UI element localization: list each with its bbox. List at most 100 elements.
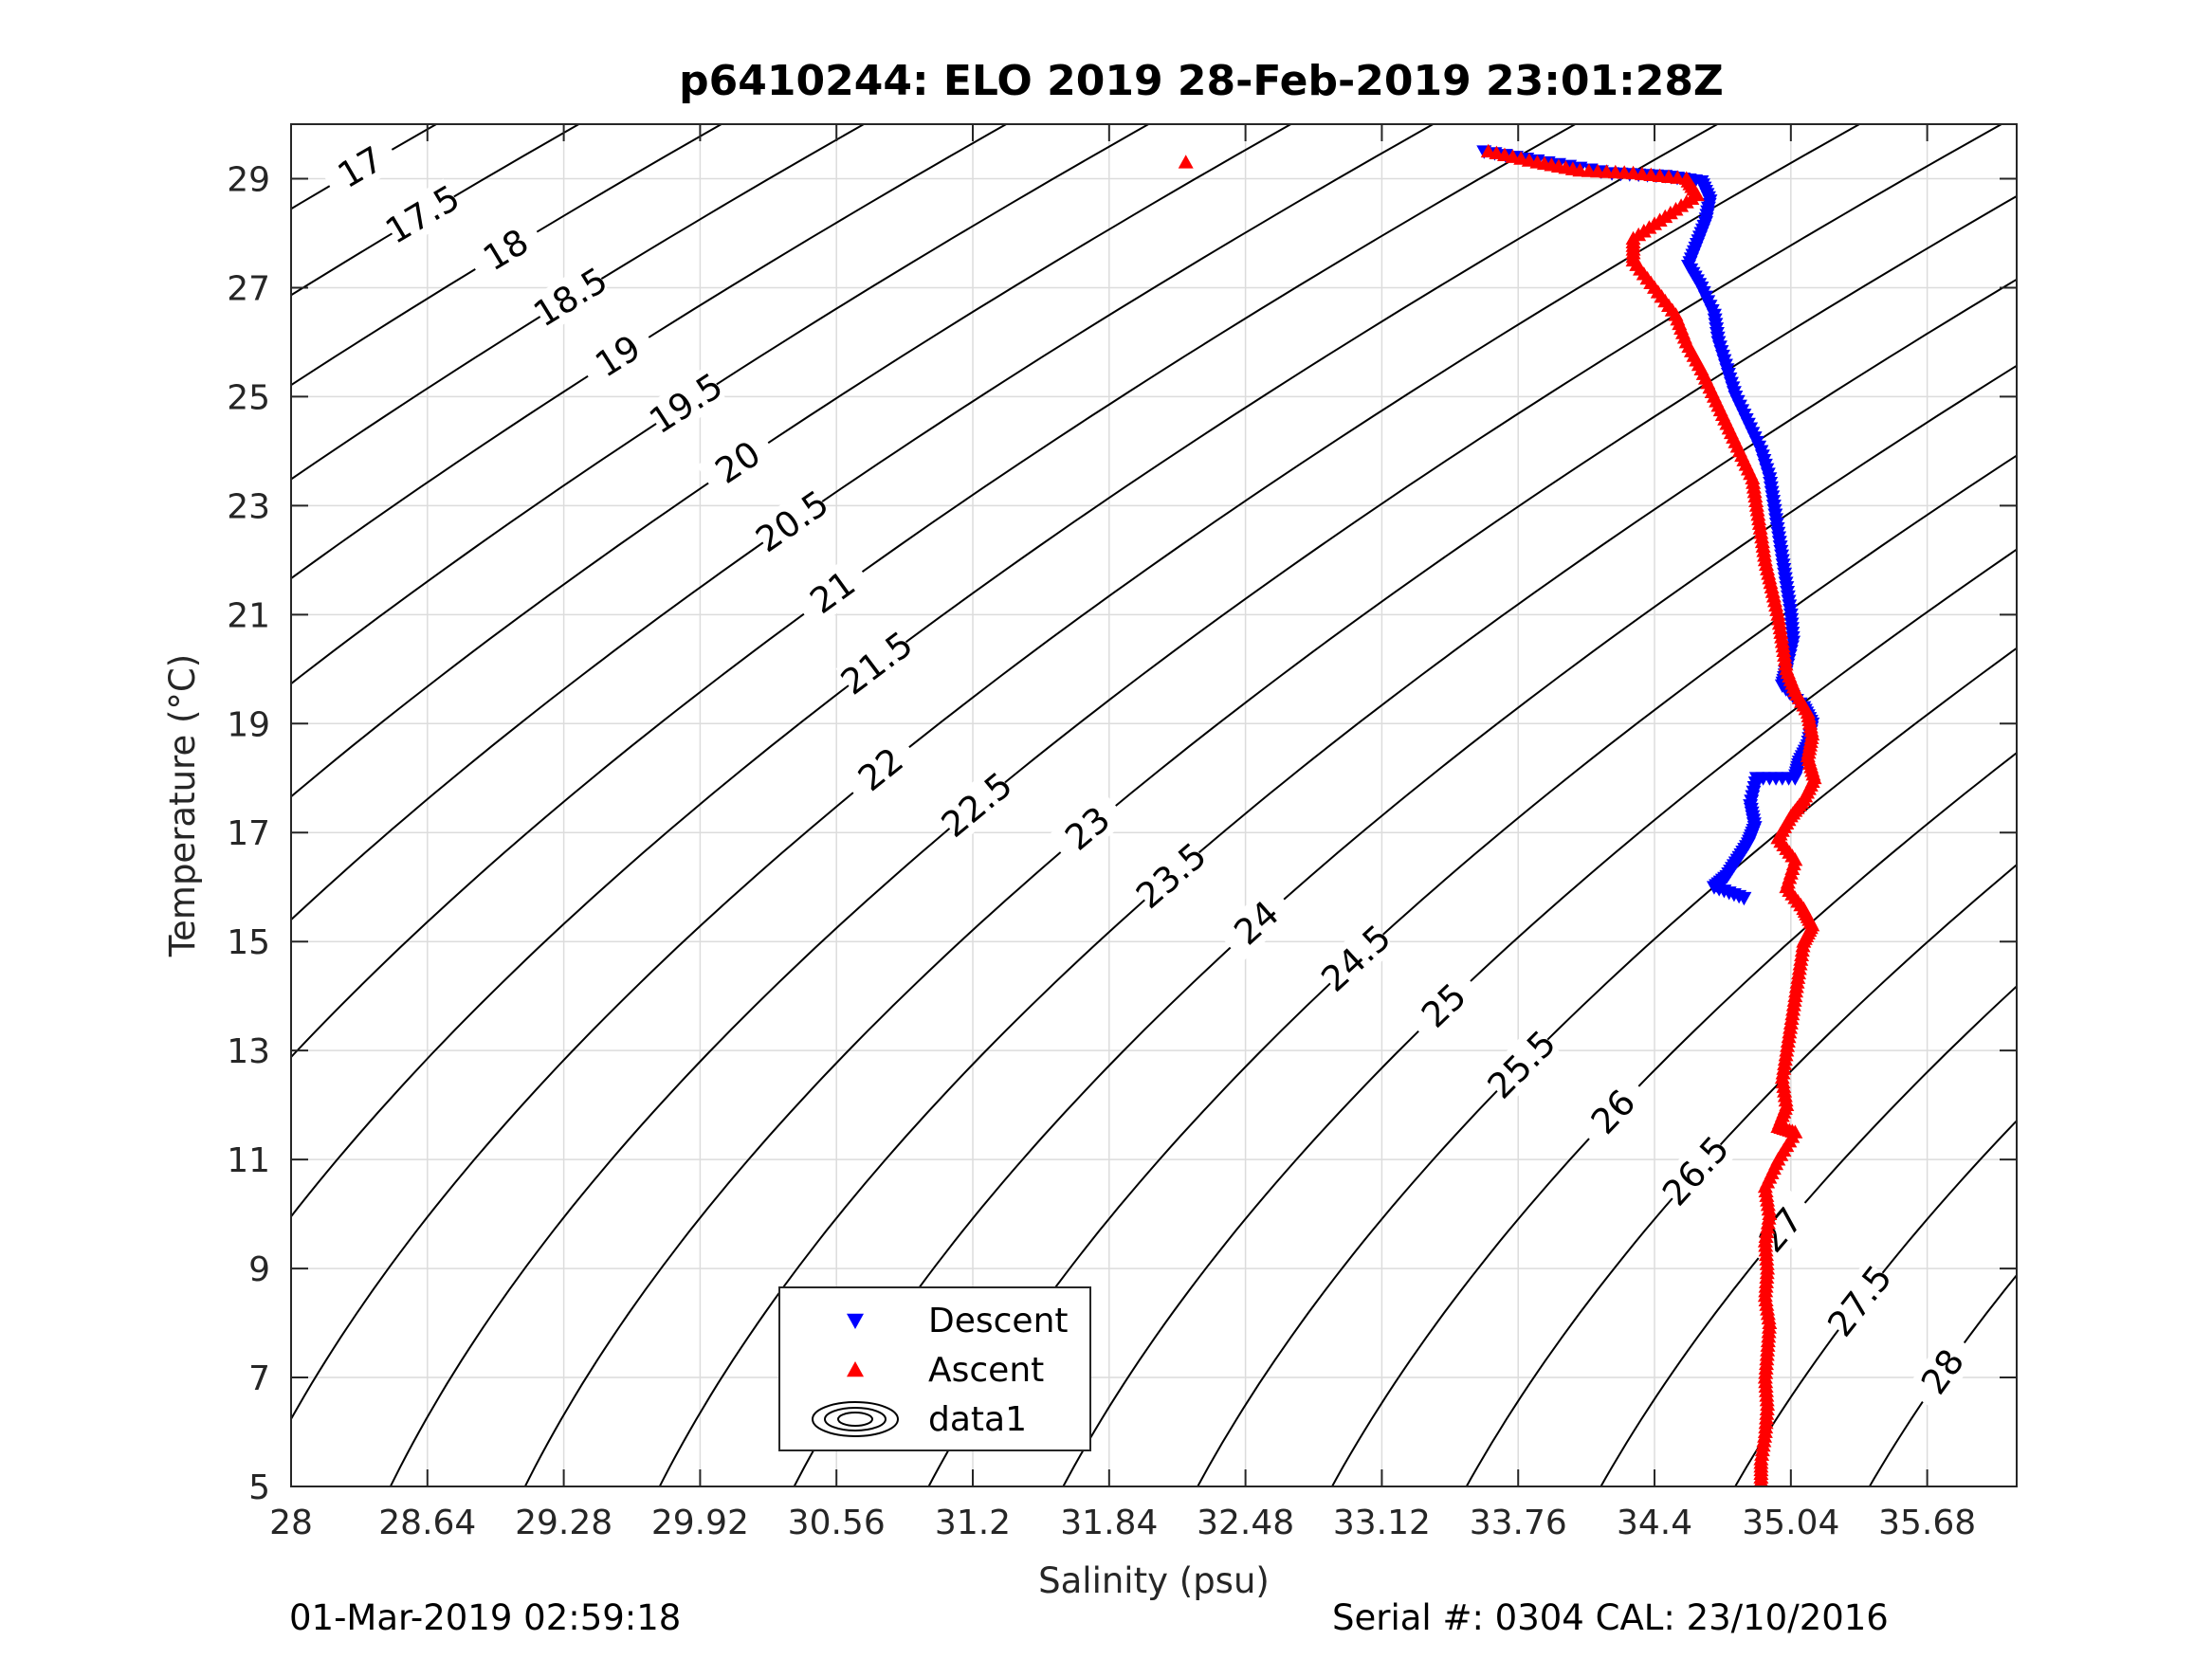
contour-label-group: 23 xyxy=(1047,790,1128,867)
x-tick-label: 29.92 xyxy=(651,1504,749,1542)
isopycnal-line xyxy=(1868,1273,2017,1486)
isopycnal-line xyxy=(291,124,1578,1059)
contour-label: 22.5 xyxy=(934,764,1020,846)
x-tick-label: 34.4 xyxy=(1617,1504,1692,1542)
x-tick-label: 31.84 xyxy=(1060,1504,1158,1542)
contour-label-group: 25 xyxy=(1403,966,1484,1045)
isopycnal-line xyxy=(291,124,1009,580)
x-tick-label: 30.56 xyxy=(788,1504,886,1542)
axes-frame xyxy=(290,123,2018,1487)
isopycnal-line xyxy=(291,124,1862,1421)
ascent-series xyxy=(1178,143,1822,1487)
isopycnal-line xyxy=(658,278,2017,1486)
isopycnal-line xyxy=(1197,647,2017,1486)
legend-contour-icon xyxy=(837,1412,873,1427)
isopycnal-line xyxy=(793,364,2017,1486)
y-tick-label: 13 xyxy=(227,1032,270,1071)
contour-label: 18.5 xyxy=(526,260,614,336)
y-tick-label: 7 xyxy=(248,1359,270,1398)
x-tick-label: 28.64 xyxy=(378,1504,476,1542)
contour-label-group: 27.5 xyxy=(1819,1258,1900,1344)
y-tick-label: 27 xyxy=(227,269,270,308)
data-point xyxy=(1178,155,1194,169)
contour-label: 20.5 xyxy=(749,483,836,560)
contour-label-group: 18.5 xyxy=(526,260,614,336)
x-tick-label: 32.48 xyxy=(1197,1504,1294,1542)
x-tick-label: 28 xyxy=(269,1504,313,1542)
contour-label: 17.5 xyxy=(378,177,466,252)
contour-label-group: 17 xyxy=(319,131,402,203)
contour-label-bg xyxy=(839,731,922,808)
footer-serial-cal: Serial #: 0304 CAL: 23/10/2016 xyxy=(1332,1597,1889,1638)
contour-label-bg xyxy=(1821,1260,1898,1341)
y-tick-label: 21 xyxy=(227,596,270,635)
legend-data1-label: data1 xyxy=(928,1400,1027,1439)
contour-label-bg xyxy=(835,625,918,701)
contour-label-bg xyxy=(1047,790,1128,867)
x-axis-label: Salinity (psu) xyxy=(1038,1560,1270,1601)
contour-label-bg xyxy=(1216,884,1297,962)
isopycnal-line xyxy=(523,194,2017,1486)
contour-label-group: 22.5 xyxy=(934,764,1020,846)
legend-box xyxy=(778,1286,1091,1451)
x-tick-label: 31.2 xyxy=(935,1504,1011,1542)
isopycnal-line xyxy=(1062,548,2017,1486)
contour-label: 23.5 xyxy=(1128,835,1214,917)
data-point xyxy=(1736,891,1752,906)
contour-label-bg xyxy=(696,425,779,500)
contour-label-bg xyxy=(791,555,874,629)
isopycnal-line xyxy=(291,124,1293,798)
contour-label-group: 19 xyxy=(576,319,659,392)
legend-descent-marker xyxy=(847,1313,864,1329)
chart-title: p6410244: ELO 2019 28-Feb-2019 23:01:28Z xyxy=(679,57,1724,105)
contour-label-bg xyxy=(1315,919,1397,997)
contour-label-group: 20 xyxy=(696,425,779,500)
contour-label-group: 23.5 xyxy=(1128,835,1214,917)
x-tick-label: 29.28 xyxy=(515,1504,612,1542)
contour-label-bg xyxy=(1482,1025,1562,1104)
x-tick-label: 33.76 xyxy=(1470,1504,1567,1542)
y-tick-label: 29 xyxy=(227,160,270,199)
contour-label: 27.5 xyxy=(1819,1258,1900,1344)
legend-contour-icon xyxy=(812,1401,899,1437)
contour-label-group: 20.5 xyxy=(749,483,836,560)
legend-contour-icon xyxy=(824,1407,887,1431)
isopycnal-line xyxy=(291,124,1151,685)
y-axis-ticks: 5 7 9 11 13 15 17 19 21 23 25 27 29 xyxy=(227,160,2017,1507)
contour-label-bg xyxy=(1656,1130,1735,1212)
contour-label-bg xyxy=(1905,1330,1980,1413)
y-tick-label: 23 xyxy=(227,487,270,526)
y-tick-label: 11 xyxy=(227,1141,270,1180)
footer-timestamp: 01-Mar-2019 02:59:18 xyxy=(289,1597,682,1638)
contour-label-bg xyxy=(645,366,727,440)
contour-label-bg xyxy=(936,766,1017,844)
contour-label-group: 21 xyxy=(791,555,874,629)
contour-label-group: 22 xyxy=(839,731,922,808)
isopycnal-line xyxy=(291,124,723,387)
legend: Descent Ascent data1 xyxy=(778,1286,1091,1451)
isopycnal-line xyxy=(291,124,867,481)
contour-label-bg xyxy=(576,319,659,392)
y-axis-label: Temperature (°C) xyxy=(162,654,203,957)
isopycnal-line xyxy=(291,124,1720,1218)
contour-label-bg xyxy=(751,483,833,558)
contour-label-group: 28 xyxy=(1905,1330,1980,1413)
data-point xyxy=(1753,1473,1769,1487)
contour-label-group: 18 xyxy=(464,213,547,285)
contour-label: 21.5 xyxy=(833,624,921,703)
x-tick-label: 33.12 xyxy=(1333,1504,1431,1542)
y-tick-label: 17 xyxy=(227,814,270,853)
contour-label-group: 17.5 xyxy=(378,177,466,252)
contour-label-group: 19.5 xyxy=(642,365,730,442)
contour-label-bg xyxy=(1403,966,1484,1045)
contour-label: 19.5 xyxy=(642,365,730,442)
y-tick-label: 5 xyxy=(248,1468,270,1507)
contour-label-group: 21.5 xyxy=(833,624,921,703)
y-tick-label: 9 xyxy=(248,1250,270,1289)
x-tick-label: 35.68 xyxy=(1878,1504,1976,1542)
contour-label-bg xyxy=(464,213,547,285)
isopycnal-line xyxy=(1600,985,2017,1486)
legend-descent-label: Descent xyxy=(928,1302,1069,1340)
contour-label-bg xyxy=(1573,1071,1653,1152)
